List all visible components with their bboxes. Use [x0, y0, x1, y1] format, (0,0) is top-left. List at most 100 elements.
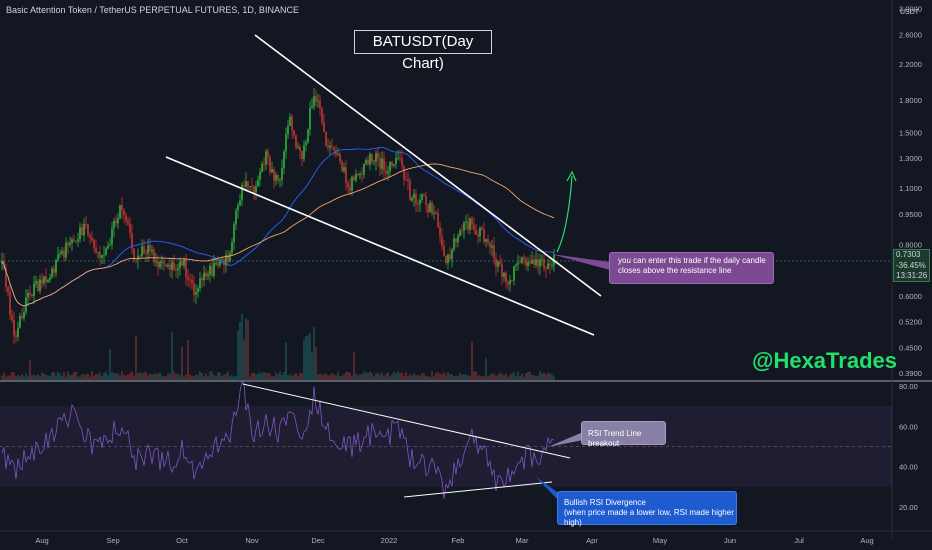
volume-bar — [233, 376, 235, 380]
candle-countdown: 13:31:26 — [896, 271, 928, 280]
volume-bar — [523, 376, 525, 380]
candle-body — [205, 272, 207, 277]
candle-body — [293, 130, 295, 136]
volume-bar — [33, 374, 35, 380]
rsi-line — [1, 381, 555, 499]
volume-bar — [365, 372, 367, 380]
volume-bar — [447, 372, 449, 380]
candle-body — [509, 280, 511, 285]
candle-body — [173, 262, 175, 270]
candle-body — [415, 193, 417, 205]
volume-bar — [225, 374, 227, 380]
price-tick-label: 3.0000 — [899, 5, 922, 14]
candle-body — [547, 263, 549, 270]
candle-body — [279, 180, 281, 181]
candle-body — [407, 179, 409, 182]
volume-bar — [141, 373, 143, 380]
candle-body — [9, 292, 11, 316]
candle-body — [1, 261, 3, 264]
time-tick-label: May — [653, 536, 667, 545]
candle-body — [75, 240, 77, 242]
brand-watermark: @HexaTrades — [752, 348, 897, 373]
rsi-polyline — [1, 381, 555, 499]
candle-body — [209, 265, 211, 275]
candle-body — [191, 280, 193, 284]
current-price-value: 0.7303 — [896, 250, 921, 259]
volume-bar — [333, 374, 335, 380]
candle-body — [461, 230, 463, 232]
price-tick-label: 0.5200 — [899, 318, 922, 327]
volume-bar — [321, 375, 323, 380]
candle-body — [481, 227, 483, 230]
volume-bar — [241, 313, 243, 380]
candle-body — [171, 262, 173, 270]
candle-body — [23, 312, 25, 319]
volume-bar — [11, 371, 13, 380]
candle-body — [527, 262, 529, 266]
candle-body — [395, 157, 397, 165]
time-tick-label: Nov — [245, 536, 259, 545]
candle-body — [73, 239, 75, 241]
candle-body — [141, 246, 143, 257]
candle-body — [211, 265, 213, 276]
candle-body — [497, 261, 499, 267]
volume-bar — [165, 376, 167, 380]
volume-bar — [265, 372, 267, 380]
volume-bar — [361, 374, 363, 380]
volume-bar — [363, 371, 365, 380]
volume-bar — [507, 376, 509, 380]
trend-drawings — [165, 34, 610, 502]
candle-body — [33, 283, 35, 296]
volume-bar — [179, 375, 181, 380]
candle-body — [545, 268, 547, 270]
candle-body — [411, 198, 413, 201]
price-tick-label: 1.1000 — [899, 184, 922, 193]
resistance-trendline — [254, 34, 602, 297]
candle-body — [409, 181, 411, 201]
candle-body — [249, 186, 251, 188]
volume-bar — [195, 374, 197, 380]
price-tick-label: 2.2000 — [899, 60, 922, 69]
candle-body — [393, 164, 395, 166]
candle-body — [265, 151, 267, 165]
volume-bar — [331, 373, 333, 380]
volume-bar — [323, 374, 325, 380]
volume-bar — [311, 352, 313, 380]
volume-bar — [329, 375, 331, 380]
volume-bar — [201, 373, 203, 380]
candle-body — [291, 116, 293, 131]
volume-bar — [317, 374, 319, 380]
moving-averages — [1, 147, 555, 307]
volume-bar — [125, 375, 127, 380]
candle-body — [401, 158, 403, 166]
candle-body — [511, 280, 513, 282]
candle-body — [235, 210, 237, 225]
candle-body — [531, 259, 533, 264]
volume-bar — [287, 375, 289, 380]
current-price-change: -36.45% — [896, 260, 926, 270]
candle-body — [253, 186, 255, 193]
volume-bar — [377, 372, 379, 380]
candle-body — [153, 249, 155, 263]
volume-bar — [25, 373, 27, 380]
volume-bar — [429, 376, 431, 380]
rsi-tick-label: 20.00 — [899, 503, 918, 512]
volume-bar — [275, 372, 277, 380]
volume-bar — [381, 372, 383, 380]
volume-bar — [39, 376, 41, 380]
volume-bar — [223, 374, 225, 380]
volume-bar — [401, 372, 403, 380]
candle-body — [129, 223, 131, 233]
candle-body — [207, 274, 209, 277]
candle-body — [433, 212, 435, 214]
candle-body — [471, 218, 473, 225]
volume-bar — [127, 374, 129, 380]
volume-bar — [493, 373, 495, 380]
volume-bar — [343, 373, 345, 380]
candle-body — [255, 186, 257, 193]
candle-body — [391, 161, 393, 166]
candle-body — [405, 179, 407, 181]
projection-arrow-head — [566, 170, 577, 182]
volume-bar — [499, 372, 501, 380]
volume-bar — [519, 376, 521, 380]
